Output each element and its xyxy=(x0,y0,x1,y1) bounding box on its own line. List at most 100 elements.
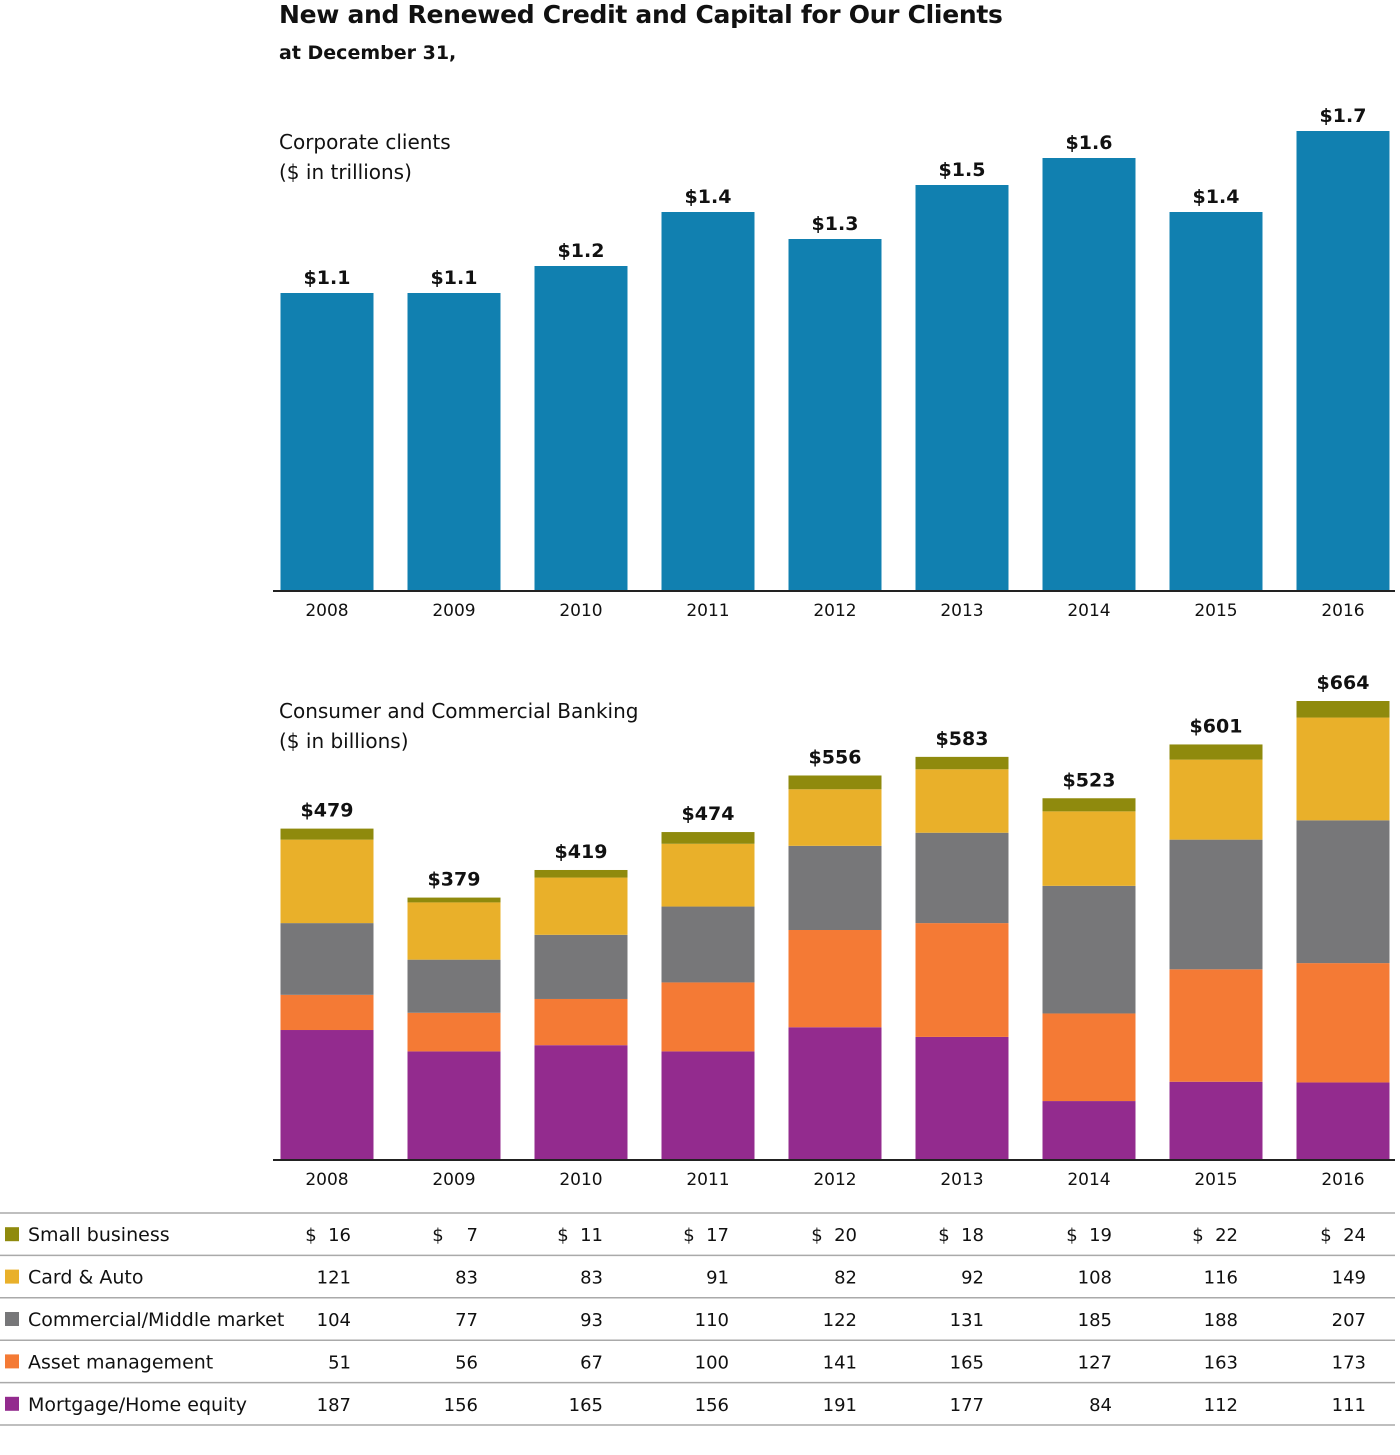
corporate-bar xyxy=(1296,131,1390,590)
stacked-bar-segment xyxy=(1296,1082,1390,1159)
table-cell: $ 16 xyxy=(305,1225,351,1246)
stacked-bar-segment xyxy=(1169,969,1263,1082)
corporate-bar-label: $1.5 xyxy=(939,159,986,181)
table-cell: 122 xyxy=(823,1310,857,1331)
corporate-bar-label: $1.1 xyxy=(304,267,351,289)
table-row-label: Asset management xyxy=(28,1351,213,1373)
stacked-total-label: $556 xyxy=(809,746,862,768)
table-cell: $ 17 xyxy=(683,1225,729,1246)
stacked-bar-segment xyxy=(407,897,501,903)
table-cell: $ 20 xyxy=(811,1225,857,1246)
chart1-x-tick: 2016 xyxy=(1321,601,1364,621)
stacked-bar-segment xyxy=(788,789,882,846)
stacked-bar-segment xyxy=(661,832,755,844)
stacked-bar-segment xyxy=(1042,811,1136,886)
table-row-label: Small business xyxy=(28,1224,170,1246)
table-cell: $ 7 xyxy=(432,1225,478,1246)
stacked-bar-segment xyxy=(1042,885,1136,1014)
corporate-bar-label: $1.1 xyxy=(431,267,478,289)
stacked-bar-segment xyxy=(534,934,628,999)
chart1-x-tick: 2010 xyxy=(559,601,602,621)
page-title: New and Renewed Credit and Capital for O… xyxy=(279,0,1003,29)
stacked-bar-segment xyxy=(1169,1081,1263,1159)
stacked-bar-segment xyxy=(1169,759,1263,840)
stacked-bar-segment xyxy=(788,1027,882,1159)
stacked-bar-segment xyxy=(534,869,628,878)
stacked-bar-segment xyxy=(280,923,374,995)
chart1-title-line1: Corporate clients xyxy=(279,130,451,154)
table-cell: 92 xyxy=(961,1268,984,1289)
chart2-title-line1: Consumer and Commercial Banking xyxy=(279,699,638,723)
table-cell: 131 xyxy=(950,1310,984,1331)
stacked-bar-segment xyxy=(407,1051,501,1159)
stacked-bar-segment xyxy=(280,839,374,924)
stacked-bar-segment xyxy=(534,998,628,1046)
stacked-bar-segment xyxy=(661,1051,755,1159)
stacked-bar-segment xyxy=(280,828,374,840)
table-cell: 156 xyxy=(695,1395,729,1416)
table-cell: $ 19 xyxy=(1066,1225,1112,1246)
stacked-bar-segment xyxy=(915,923,1009,1037)
stacked-bar-segment xyxy=(1169,839,1263,970)
table-cell: 207 xyxy=(1332,1310,1366,1331)
corporate-bar xyxy=(1169,212,1263,590)
chart2-x-tick: 2009 xyxy=(432,1170,475,1190)
stacked-bar-segment xyxy=(915,756,1009,770)
stacked-bar-segment xyxy=(534,1045,628,1159)
corporate-bar-label: $1.6 xyxy=(1066,132,1113,154)
stacked-bar-segment xyxy=(1296,701,1390,718)
stacked-bar-segment xyxy=(1042,1013,1136,1102)
table-cell: 149 xyxy=(1332,1268,1366,1289)
corporate-bar xyxy=(1042,158,1136,590)
table-cell: 112 xyxy=(1204,1395,1238,1416)
table-cell: 156 xyxy=(444,1395,478,1416)
stacked-bar-segment xyxy=(407,959,501,1013)
stacked-total-label: $601 xyxy=(1190,715,1243,737)
chart1-x-tick: 2011 xyxy=(686,601,729,621)
table-cell: 187 xyxy=(317,1395,351,1416)
stacked-bar-segment xyxy=(1042,1101,1136,1159)
table-cell: 104 xyxy=(317,1310,351,1331)
corporate-bar xyxy=(534,266,628,590)
corporate-bar-label: $1.4 xyxy=(685,186,732,208)
legend-swatch xyxy=(5,1312,19,1326)
table-row-label: Commercial/Middle market xyxy=(28,1309,284,1331)
chart1-x-tick: 2009 xyxy=(432,601,475,621)
table-cell: 165 xyxy=(569,1395,603,1416)
table-cell: 84 xyxy=(1089,1395,1112,1416)
legend-swatch xyxy=(5,1269,19,1284)
chart1-x-tick: 2014 xyxy=(1067,601,1110,621)
table-cell: $ 24 xyxy=(1320,1225,1366,1246)
stacked-bar-segment xyxy=(788,845,882,930)
stacked-bar-segment xyxy=(661,906,755,983)
chart1-title-line2: ($ in trillions) xyxy=(279,160,412,184)
chart2-x-tick: 2015 xyxy=(1194,1170,1237,1190)
stacked-total-label: $583 xyxy=(936,728,989,750)
stacked-total-label: $474 xyxy=(682,803,735,825)
corporate-bar-label: $1.4 xyxy=(1193,186,1240,208)
chart2-title-line2: ($ in billions) xyxy=(279,729,409,753)
stacked-total-label: $523 xyxy=(1063,769,1116,791)
corporate-bar xyxy=(788,239,882,590)
corporate-bar xyxy=(661,212,755,590)
stacked-bar-segment xyxy=(280,994,374,1031)
table-cell: 82 xyxy=(834,1268,857,1289)
table-cell: 100 xyxy=(695,1352,729,1373)
table-cell: $ 18 xyxy=(938,1225,984,1246)
table-cell: 77 xyxy=(455,1310,478,1331)
corporate-bar-label: $1.7 xyxy=(1320,105,1367,127)
table-cell: 127 xyxy=(1078,1352,1112,1373)
chart1-x-tick: 2015 xyxy=(1194,601,1237,621)
corporate-bar xyxy=(280,293,374,590)
chart2-x-tick: 2010 xyxy=(559,1170,602,1190)
table-row-label: Card & Auto xyxy=(28,1267,143,1289)
chart2-x-tick: 2013 xyxy=(940,1170,983,1190)
chart1-x-tick: 2012 xyxy=(813,601,856,621)
table-cell: 51 xyxy=(328,1352,351,1373)
table-cell: 185 xyxy=(1078,1310,1112,1331)
chart2-x-tick: 2012 xyxy=(813,1170,856,1190)
stacked-bar-segment xyxy=(915,1036,1009,1159)
stacked-bar-segment xyxy=(1042,798,1136,812)
stacked-bar-segment xyxy=(788,930,882,1028)
stacked-bar-segment xyxy=(1296,963,1390,1083)
